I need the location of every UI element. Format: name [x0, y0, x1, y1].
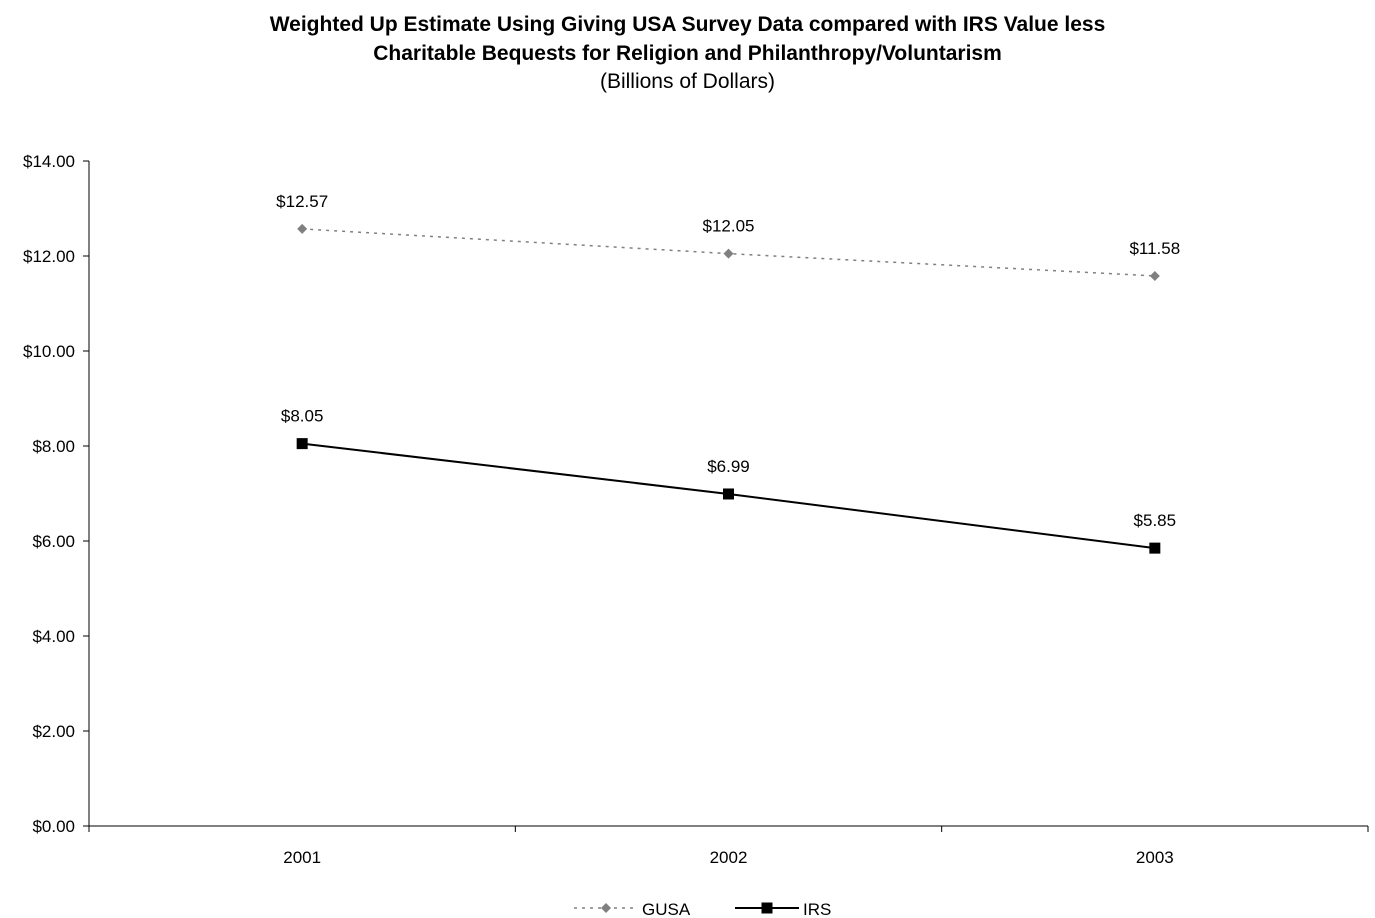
- chart-title-block: Weighted Up Estimate Using Giving USA Su…: [0, 10, 1375, 96]
- gusa-data-label: $11.58: [1129, 239, 1180, 258]
- legend-label-irs: IRS: [803, 900, 831, 918]
- irs-data-label: $5.85: [1134, 511, 1177, 530]
- x-tick-label: 2003: [1136, 848, 1174, 867]
- chart-subtitle: (Billions of Dollars): [599, 70, 776, 93]
- chart-title-line-1: Weighted Up Estimate Using Giving USA Su…: [269, 13, 1106, 36]
- irs-data-label: $8.05: [281, 407, 324, 426]
- irs-point: [723, 488, 734, 500]
- legend-label-gusa: GUSA: [642, 900, 691, 918]
- y-tick-label: $4.00: [32, 627, 75, 646]
- chart-title-line-2: Charitable Bequests for Religion and Phi…: [373, 42, 1002, 65]
- gusa-data-label: $12.05: [703, 217, 755, 236]
- y-tick-label: $12.00: [23, 247, 75, 266]
- irs-point: [296, 438, 308, 450]
- y-tick-label: $0.00: [32, 817, 75, 836]
- y-tick-label: $10.00: [23, 342, 75, 361]
- legend-marker-irs: [761, 902, 773, 914]
- irs-point: [1149, 542, 1161, 554]
- y-tick-label: $8.00: [32, 437, 75, 456]
- irs-data-label: $6.99: [707, 457, 750, 476]
- legend-marker-gusa: [601, 903, 611, 913]
- gusa-point: [297, 223, 308, 234]
- y-tick-label: $14.00: [23, 152, 75, 171]
- x-tick-label: 2002: [710, 848, 748, 867]
- gusa-point: [723, 248, 734, 259]
- y-tick-label: $6.00: [32, 532, 75, 551]
- y-tick-label: $2.00: [32, 722, 75, 741]
- gusa-point: [1149, 270, 1160, 281]
- gusa-data-label: $12.57: [276, 192, 328, 211]
- x-tick-label: 2001: [283, 848, 321, 867]
